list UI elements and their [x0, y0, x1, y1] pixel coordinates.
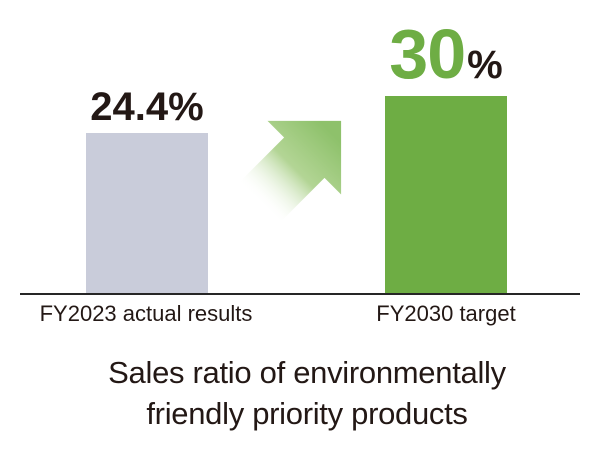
data-label-fy2030-percent-sign: % — [467, 43, 503, 87]
growth-arrow-up-right-icon — [231, 120, 342, 231]
data-label-fy2030-number: 30 — [389, 15, 466, 93]
bar-fy2030-target — [385, 96, 507, 294]
chart-title-line-2: friendly priority products — [146, 396, 468, 431]
x-axis-label-fy2023: FY2023 actual results — [39, 301, 253, 326]
data-label-fy2023: 24.4% — [90, 85, 204, 129]
x-axis-baseline — [20, 293, 580, 295]
chart-title: Sales ratio of environmentally friendly … — [108, 352, 506, 434]
bar-fy2023-actual — [86, 133, 208, 294]
bar-column-fy2030: 30 % — [385, 19, 507, 294]
bar-column-fy2023: 24.4% — [86, 87, 208, 294]
chart-title-line-1: Sales ratio of environmentally — [108, 355, 506, 390]
x-axis-label-fy2030: FY2030 target — [376, 301, 516, 326]
data-label-fy2030: 30 % — [389, 19, 502, 89]
